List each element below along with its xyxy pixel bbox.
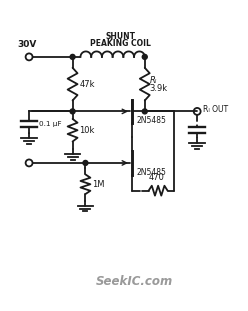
Circle shape (70, 109, 75, 114)
Circle shape (26, 160, 32, 166)
Text: 10k: 10k (80, 126, 95, 135)
Text: 0.1 μF: 0.1 μF (39, 121, 62, 127)
Circle shape (26, 53, 32, 60)
Circle shape (142, 54, 147, 59)
Text: Rₗ OUT: Rₗ OUT (203, 105, 228, 114)
Text: PEAKING COIL: PEAKING COIL (90, 39, 151, 48)
Circle shape (83, 160, 88, 165)
Text: 30V: 30V (17, 40, 37, 49)
Text: 47k: 47k (80, 80, 95, 89)
Text: 1M: 1M (92, 180, 105, 189)
Text: SHUNT: SHUNT (106, 32, 136, 41)
Circle shape (70, 54, 75, 59)
Text: SeekIC.com: SeekIC.com (96, 275, 174, 288)
Text: 2N5485: 2N5485 (137, 116, 167, 125)
Text: 2N5485: 2N5485 (137, 168, 167, 177)
Text: Rₗ: Rₗ (150, 76, 157, 85)
Text: 3.9k: 3.9k (150, 84, 168, 93)
Text: 470: 470 (148, 173, 164, 182)
Circle shape (194, 108, 201, 115)
Circle shape (142, 109, 147, 114)
